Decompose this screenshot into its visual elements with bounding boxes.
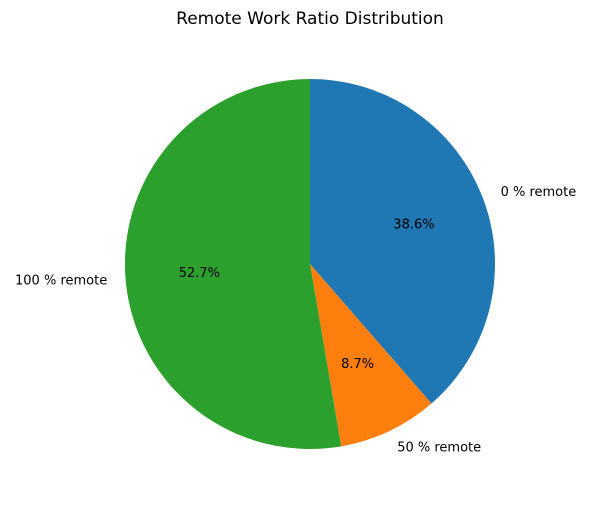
pie-slice xyxy=(124,79,342,449)
chart-title: Remote Work Ratio Distribution xyxy=(176,9,444,29)
slice-percent-label: 52.7% xyxy=(179,266,220,281)
slice-percent-label: 8.7% xyxy=(341,357,374,372)
slice-category-label: 0 % remote xyxy=(501,185,577,200)
pie-labels: 0 % remote 38.6% 50 % remote 8.7% 100 % remo… xyxy=(15,185,576,455)
slice-percent-label: 38.6% xyxy=(393,218,434,233)
pie-slices xyxy=(124,79,496,449)
pie-slice xyxy=(310,79,496,404)
slice-category-label: 100 % remote xyxy=(15,274,107,289)
slice-category-label: 50 % remote xyxy=(397,440,481,455)
pie-slice xyxy=(310,264,432,447)
